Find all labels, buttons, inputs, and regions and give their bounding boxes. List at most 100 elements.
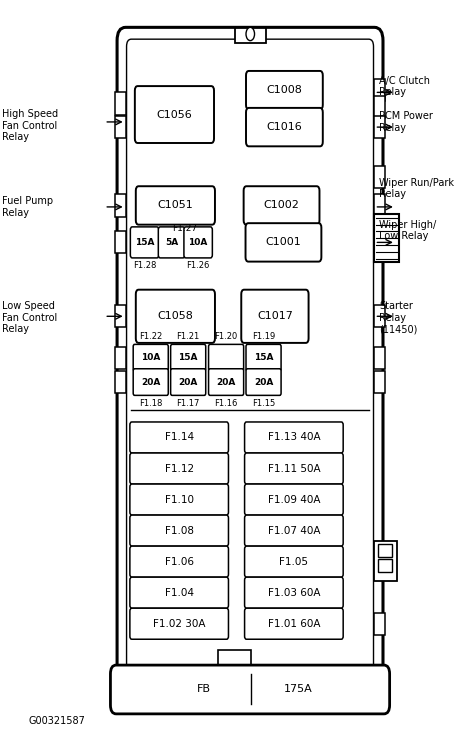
Text: C1058: C1058: [157, 311, 193, 321]
FancyBboxPatch shape: [245, 484, 343, 515]
FancyBboxPatch shape: [130, 227, 159, 258]
Text: F1.05: F1.05: [279, 556, 309, 567]
Text: F1.06: F1.06: [164, 556, 194, 567]
Bar: [115, 347, 126, 369]
Text: 15A: 15A: [178, 353, 198, 362]
FancyBboxPatch shape: [245, 546, 343, 577]
Bar: [378, 559, 392, 572]
Text: F1.17: F1.17: [176, 399, 200, 408]
FancyBboxPatch shape: [245, 577, 343, 608]
Text: C1008: C1008: [266, 85, 302, 95]
Text: F1.10: F1.10: [164, 494, 194, 505]
Bar: [374, 541, 397, 581]
Text: Low Speed
Fan Control
Relay: Low Speed Fan Control Relay: [2, 302, 58, 334]
Text: F1.22: F1.22: [139, 332, 163, 341]
FancyBboxPatch shape: [246, 71, 323, 109]
FancyBboxPatch shape: [130, 453, 228, 484]
Text: F1.18: F1.18: [139, 399, 163, 408]
Text: F1.15: F1.15: [252, 399, 275, 408]
Bar: [374, 551, 385, 573]
Text: F1.07 40A: F1.07 40A: [268, 525, 320, 536]
FancyBboxPatch shape: [246, 108, 323, 146]
FancyBboxPatch shape: [171, 344, 206, 371]
FancyBboxPatch shape: [209, 344, 244, 371]
Text: 20A: 20A: [179, 378, 198, 386]
Text: F1.04: F1.04: [164, 588, 194, 598]
Text: Starter
Relay
(11450): Starter Relay (11450): [379, 302, 418, 334]
Text: C1056: C1056: [156, 109, 192, 120]
Bar: [115, 116, 126, 138]
FancyBboxPatch shape: [135, 86, 214, 143]
Text: F1.09 40A: F1.09 40A: [268, 494, 320, 505]
Text: F1.03 60A: F1.03 60A: [268, 588, 320, 598]
Text: F1.01 60A: F1.01 60A: [268, 619, 320, 629]
Text: F1.13 40A: F1.13 40A: [267, 432, 320, 443]
Bar: [374, 613, 385, 635]
FancyBboxPatch shape: [245, 453, 343, 484]
Text: F1.19: F1.19: [252, 332, 275, 341]
Bar: [378, 544, 392, 557]
Text: F1.08: F1.08: [164, 525, 194, 536]
FancyBboxPatch shape: [130, 577, 228, 608]
Text: 15A: 15A: [135, 238, 155, 247]
FancyBboxPatch shape: [133, 369, 168, 395]
Bar: [218, 650, 251, 668]
Bar: [115, 371, 126, 393]
FancyBboxPatch shape: [209, 369, 244, 395]
Text: A/C Clutch
Relay: A/C Clutch Relay: [379, 75, 430, 98]
Text: 20A: 20A: [217, 378, 236, 386]
Text: F1.16: F1.16: [214, 399, 238, 408]
Text: Wiper High/
Low Relay: Wiper High/ Low Relay: [379, 219, 437, 242]
Bar: [374, 231, 385, 253]
Text: F1.02 30A: F1.02 30A: [153, 619, 205, 629]
FancyBboxPatch shape: [130, 515, 228, 546]
FancyBboxPatch shape: [110, 665, 390, 714]
Bar: [115, 231, 126, 253]
Bar: [235, 28, 265, 43]
Bar: [374, 79, 385, 101]
FancyBboxPatch shape: [245, 608, 343, 639]
Text: FB: FB: [197, 684, 211, 695]
Text: Wiper Run/Park
Relay: Wiper Run/Park Relay: [379, 177, 454, 200]
Text: C1051: C1051: [157, 200, 193, 211]
Text: F1.27: F1.27: [172, 224, 198, 233]
Bar: [374, 214, 399, 262]
Text: C1017: C1017: [257, 311, 293, 321]
Text: 10A: 10A: [141, 353, 160, 362]
Text: F1.26: F1.26: [186, 261, 210, 270]
Text: High Speed
Fan Control
Relay: High Speed Fan Control Relay: [2, 109, 58, 142]
Text: F1.14: F1.14: [164, 432, 194, 443]
FancyBboxPatch shape: [241, 290, 309, 343]
FancyBboxPatch shape: [117, 27, 383, 712]
FancyBboxPatch shape: [246, 369, 281, 395]
Text: C1002: C1002: [264, 200, 300, 211]
Text: C1001: C1001: [265, 237, 301, 248]
Text: C1016: C1016: [266, 122, 302, 132]
FancyBboxPatch shape: [158, 227, 185, 258]
Bar: [374, 305, 385, 327]
Text: F1.21: F1.21: [176, 332, 200, 341]
Text: G00321587: G00321587: [28, 715, 85, 726]
FancyBboxPatch shape: [133, 344, 168, 371]
Text: 10A: 10A: [189, 238, 208, 247]
FancyBboxPatch shape: [245, 515, 343, 546]
Bar: [374, 347, 385, 369]
Text: Fuel Pump
Relay: Fuel Pump Relay: [2, 196, 54, 218]
FancyBboxPatch shape: [136, 186, 215, 225]
Text: F1.11 50A: F1.11 50A: [267, 463, 320, 474]
Text: F1.20: F1.20: [214, 332, 238, 341]
FancyBboxPatch shape: [130, 422, 228, 453]
Bar: [115, 194, 126, 217]
Bar: [374, 371, 385, 393]
FancyBboxPatch shape: [184, 227, 212, 258]
Bar: [115, 305, 126, 327]
Bar: [374, 116, 385, 138]
FancyBboxPatch shape: [171, 369, 206, 395]
FancyBboxPatch shape: [246, 223, 321, 262]
Circle shape: [246, 27, 255, 41]
FancyBboxPatch shape: [130, 484, 228, 515]
Bar: [115, 92, 126, 115]
FancyBboxPatch shape: [136, 290, 215, 343]
Text: PCM Power
Relay: PCM Power Relay: [379, 111, 433, 133]
FancyBboxPatch shape: [245, 422, 343, 453]
